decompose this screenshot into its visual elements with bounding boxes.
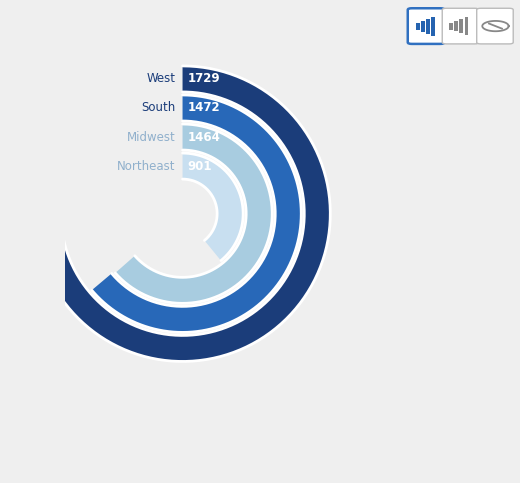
- Bar: [464, 17, 468, 35]
- Text: 1464: 1464: [188, 130, 220, 143]
- Text: 1472: 1472: [188, 101, 220, 114]
- Text: Midwest: Midwest: [127, 130, 176, 143]
- Polygon shape: [115, 124, 272, 303]
- Polygon shape: [183, 153, 243, 261]
- Bar: [416, 23, 420, 29]
- Text: 901: 901: [188, 159, 212, 172]
- FancyBboxPatch shape: [408, 8, 444, 44]
- Bar: [454, 21, 458, 31]
- Bar: [449, 23, 453, 29]
- Text: Northeast: Northeast: [118, 159, 176, 172]
- Bar: [431, 16, 435, 36]
- Bar: [460, 19, 463, 33]
- Bar: [426, 18, 430, 34]
- Bar: [421, 21, 425, 31]
- FancyBboxPatch shape: [442, 8, 479, 44]
- Polygon shape: [92, 95, 301, 332]
- Text: West: West: [147, 72, 176, 85]
- Text: 1729: 1729: [188, 72, 220, 85]
- Polygon shape: [35, 66, 330, 361]
- FancyBboxPatch shape: [477, 8, 513, 44]
- Text: South: South: [141, 101, 176, 114]
